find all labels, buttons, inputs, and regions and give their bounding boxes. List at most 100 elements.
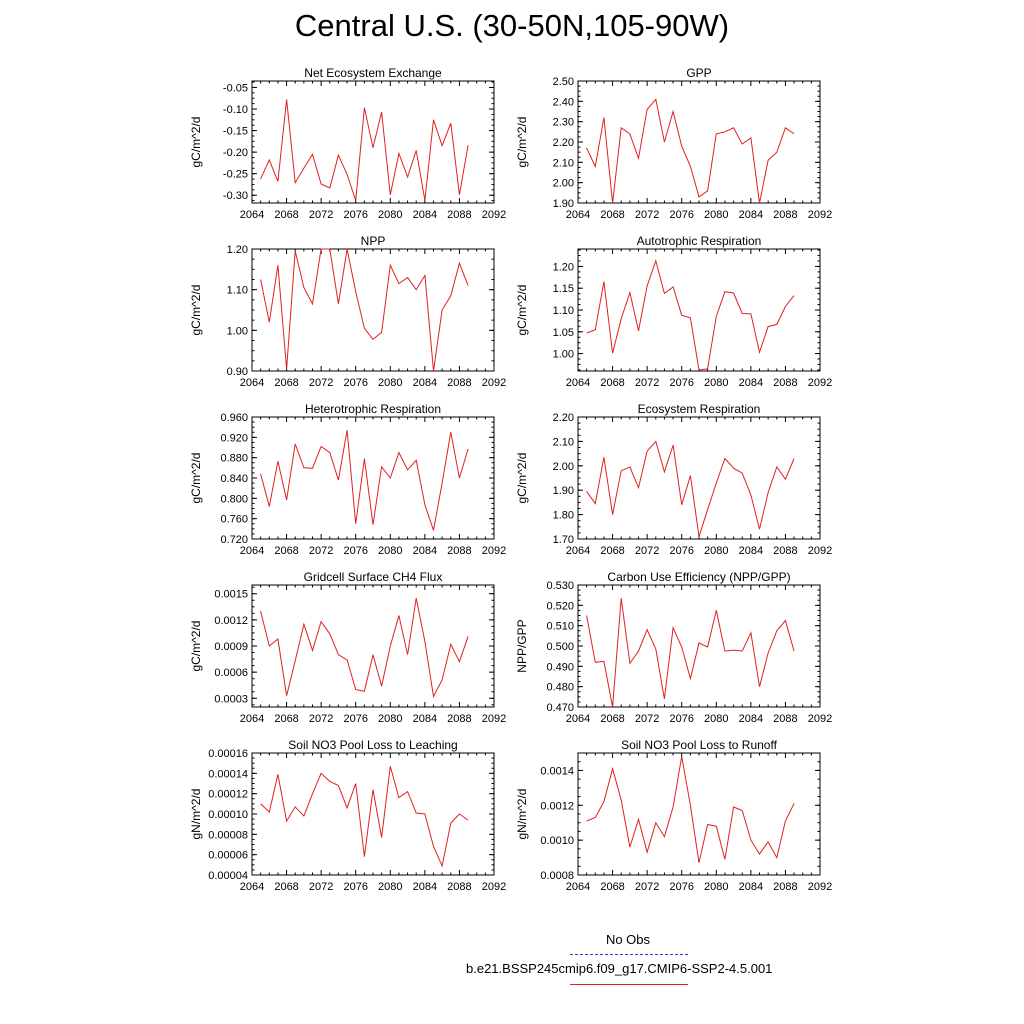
x-tick-label: 2064 <box>240 377 264 389</box>
y-axis-label: gC/m^2/d <box>189 285 203 336</box>
panel-net-ecosystem-exchange: Net Ecosystem Exchange gC/m^2/d 2064 2068 20… <box>189 66 506 221</box>
y-tick-label: 0.90 <box>227 366 248 378</box>
y-tick-label: -0.20 <box>223 147 248 159</box>
x-tick-label: 2080 <box>704 881 728 893</box>
series-line-0 <box>586 259 795 371</box>
x-tick-label: 2092 <box>482 545 506 557</box>
x-tick-label: 2072 <box>635 713 659 725</box>
plot-frame <box>251 416 495 540</box>
y-tick-label: 2.00 <box>553 461 574 473</box>
series-line-0 <box>586 440 795 537</box>
y-tick-label: 0.00016 <box>208 748 248 760</box>
x-tick-label: 2068 <box>274 881 298 893</box>
y-tick-label: 2.20 <box>553 412 574 424</box>
y-tick-label: 0.0012 <box>540 800 574 812</box>
x-tick-label: 2064 <box>240 209 264 221</box>
legend-model-label: b.e21.BSSP245cmip6.f09_g17.CMIP6-SSP2-4.… <box>466 961 773 976</box>
x-tick-label: 2068 <box>274 713 298 725</box>
y-tick-label: 0.500 <box>546 641 574 653</box>
y-tick-label: 0.510 <box>546 621 574 633</box>
x-tick-label: 2064 <box>566 377 590 389</box>
y-tick-label: 2.40 <box>553 96 574 108</box>
panel-title: Carbon Use Efficiency (NPP/GPP) <box>607 570 790 584</box>
x-tick-label: 2068 <box>600 545 624 557</box>
x-tick-label: 2092 <box>482 881 506 893</box>
panel-title: Ecosystem Respiration <box>638 402 761 416</box>
y-axis-label: NPP/GPP <box>515 619 529 672</box>
y-tick-label: 2.10 <box>553 436 574 448</box>
x-tick-label: 2092 <box>482 713 506 725</box>
x-tick-label: 2092 <box>808 713 832 725</box>
x-tick-label: 2076 <box>343 713 367 725</box>
y-tick-label: 2.10 <box>553 157 574 169</box>
x-tick-label: 2080 <box>378 713 402 725</box>
y-tick-label: 0.760 <box>220 514 248 526</box>
panel-title: Soil NO3 Pool Loss to Leaching <box>288 738 457 752</box>
x-tick-label: 2064 <box>566 545 590 557</box>
x-tick-label: 2080 <box>704 713 728 725</box>
y-tick-label: 0.920 <box>220 432 248 444</box>
x-tick-label: 2080 <box>704 209 728 221</box>
plot-frame <box>251 752 495 876</box>
y-tick-label: 0.0008 <box>540 870 574 882</box>
panel-title: GPP <box>686 66 711 80</box>
x-tick-label: 2088 <box>447 713 471 725</box>
x-tick-label: 2088 <box>447 881 471 893</box>
panel-carbon-use-efficiency-npp-gpp: Carbon Use Efficiency (NPP/GPP) NPP/GPP 20… <box>515 570 832 725</box>
x-tick-label: 2068 <box>600 377 624 389</box>
y-tick-label: 0.480 <box>546 682 574 694</box>
x-tick-label: 2092 <box>482 209 506 221</box>
y-tick-label: 0.530 <box>546 580 574 592</box>
x-tick-label: 2064 <box>566 881 590 893</box>
panel-title: Autotrophic Respiration <box>637 234 762 248</box>
x-tick-label: 2084 <box>413 881 437 893</box>
y-tick-label: 0.0015 <box>214 589 248 601</box>
y-tick-label: 0.0003 <box>214 693 248 705</box>
panel-soil-no3-pool-loss-to-leaching: Soil NO3 Pool Loss to Leaching gN/m^2/d 20… <box>189 738 506 893</box>
panel-title: NPP <box>361 234 386 248</box>
y-tick-label: 0.0012 <box>214 615 248 627</box>
x-tick-label: 2064 <box>566 713 590 725</box>
x-tick-label: 2088 <box>773 545 797 557</box>
legend-obs-line <box>570 954 688 955</box>
x-tick-label: 2084 <box>739 209 763 221</box>
x-tick-label: 2092 <box>808 209 832 221</box>
y-tick-label: 1.80 <box>553 510 574 522</box>
y-axis-label: gC/m^2/d <box>515 117 529 168</box>
x-tick-label: 2080 <box>704 377 728 389</box>
y-tick-label: 0.720 <box>220 534 248 546</box>
y-tick-label: 0.0014 <box>540 765 574 777</box>
x-tick-label: 2088 <box>447 545 471 557</box>
y-tick-label: -0.05 <box>223 82 248 94</box>
x-tick-label: 2076 <box>343 881 367 893</box>
series-line-0 <box>586 98 795 204</box>
y-tick-label: 0.0009 <box>214 641 248 653</box>
x-tick-label: 2072 <box>635 881 659 893</box>
y-tick-label: 1.90 <box>553 198 574 210</box>
x-tick-label: 2068 <box>274 377 298 389</box>
y-tick-label: 0.960 <box>220 412 248 424</box>
x-tick-label: 2076 <box>343 209 367 221</box>
series-line-0 <box>586 756 795 863</box>
y-tick-label: 1.70 <box>553 534 574 546</box>
legend-obs-label: No Obs <box>605 932 651 947</box>
x-tick-label: 2088 <box>447 209 471 221</box>
y-tick-label: -0.15 <box>223 126 248 138</box>
panel-title: Heterotrophic Respiration <box>305 402 441 416</box>
x-tick-label: 2064 <box>566 209 590 221</box>
x-tick-label: 2088 <box>773 209 797 221</box>
y-axis-label: gC/m^2/d <box>189 621 203 672</box>
series-line-0 <box>260 99 469 201</box>
y-tick-label: -0.10 <box>223 104 248 116</box>
x-tick-label: 2088 <box>773 713 797 725</box>
y-tick-label: 0.800 <box>220 493 248 505</box>
x-tick-label: 2072 <box>635 209 659 221</box>
x-tick-label: 2064 <box>240 545 264 557</box>
x-tick-label: 2080 <box>378 545 402 557</box>
panel-ecosystem-respiration: Ecosystem Respiration gC/m^2/d 2064 2068 207… <box>515 402 832 557</box>
y-tick-label: 0.00010 <box>208 809 248 821</box>
panel-title: Gridcell Surface CH4 Flux <box>304 570 443 584</box>
x-tick-label: 2072 <box>635 545 659 557</box>
y-tick-label: 1.20 <box>553 261 574 273</box>
panel-npp: NPP gC/m^2/d 2064 2068 2072 2076 2080 2084 2088 2… <box>189 234 506 389</box>
